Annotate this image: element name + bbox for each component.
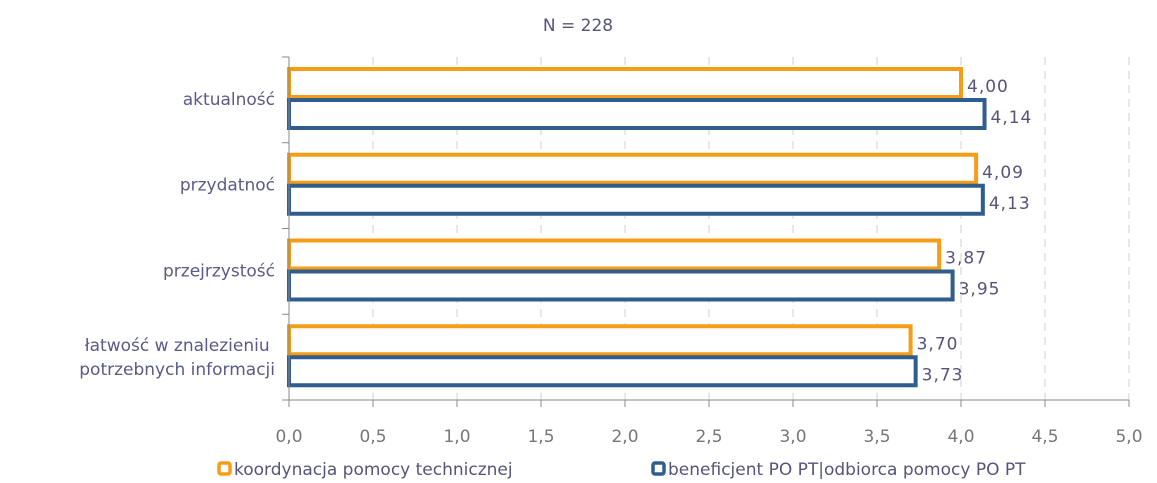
- y-tick-label: przejrzystość: [163, 261, 275, 281]
- x-tick-label: 4,5: [1031, 427, 1058, 447]
- value-label: 4,14: [991, 108, 1033, 128]
- x-tick-label: 0,0: [275, 427, 302, 447]
- x-tick-label: 1,0: [443, 427, 470, 447]
- bar: [287, 324, 913, 357]
- x-tick-label: 5,0: [1115, 427, 1142, 447]
- bar: [287, 152, 979, 185]
- bar: [287, 67, 963, 99]
- x-tick-label: 4,0: [947, 427, 974, 447]
- value-label: 3,70: [917, 334, 959, 354]
- x-tick-label: 3,5: [863, 427, 890, 447]
- bar: [287, 238, 942, 271]
- legend-swatch: [217, 461, 232, 476]
- y-tick-label: łatwość w znalezieniu potrzebnych inform…: [79, 336, 275, 380]
- legend-label: koordynacja pomocy technicznej: [234, 460, 513, 480]
- bar: [287, 355, 918, 388]
- value-label: 4,09: [982, 163, 1024, 183]
- value-label: 3,73: [922, 365, 964, 385]
- y-tick-label: aktualność: [183, 90, 275, 110]
- x-tick-label: 2,0: [611, 427, 638, 447]
- value-label: 4,13: [989, 194, 1031, 214]
- bar: [287, 98, 987, 130]
- y-tick-label-line: łatwość w znalezieniu: [85, 336, 275, 356]
- bar: [287, 183, 985, 216]
- value-label: 4,00: [967, 77, 1009, 97]
- y-tick-label: przydatnoć: [180, 176, 275, 196]
- x-tick-label: 1,5: [527, 427, 554, 447]
- legend-swatch: [651, 461, 666, 476]
- chart-title: N = 228: [543, 16, 613, 36]
- legend-label: beneficjent PO PT|odbiorca pomocy PO PT: [668, 460, 1026, 480]
- x-tick-label: 2,5: [695, 427, 722, 447]
- value-label: 3,87: [945, 249, 987, 269]
- y-tick-label-line: potrzebnych informacji: [79, 360, 275, 380]
- x-tick-label: 0,5: [359, 427, 386, 447]
- value-label: 3,95: [959, 280, 1001, 300]
- x-tick-label: 3,0: [779, 427, 806, 447]
- bar: [287, 269, 955, 302]
